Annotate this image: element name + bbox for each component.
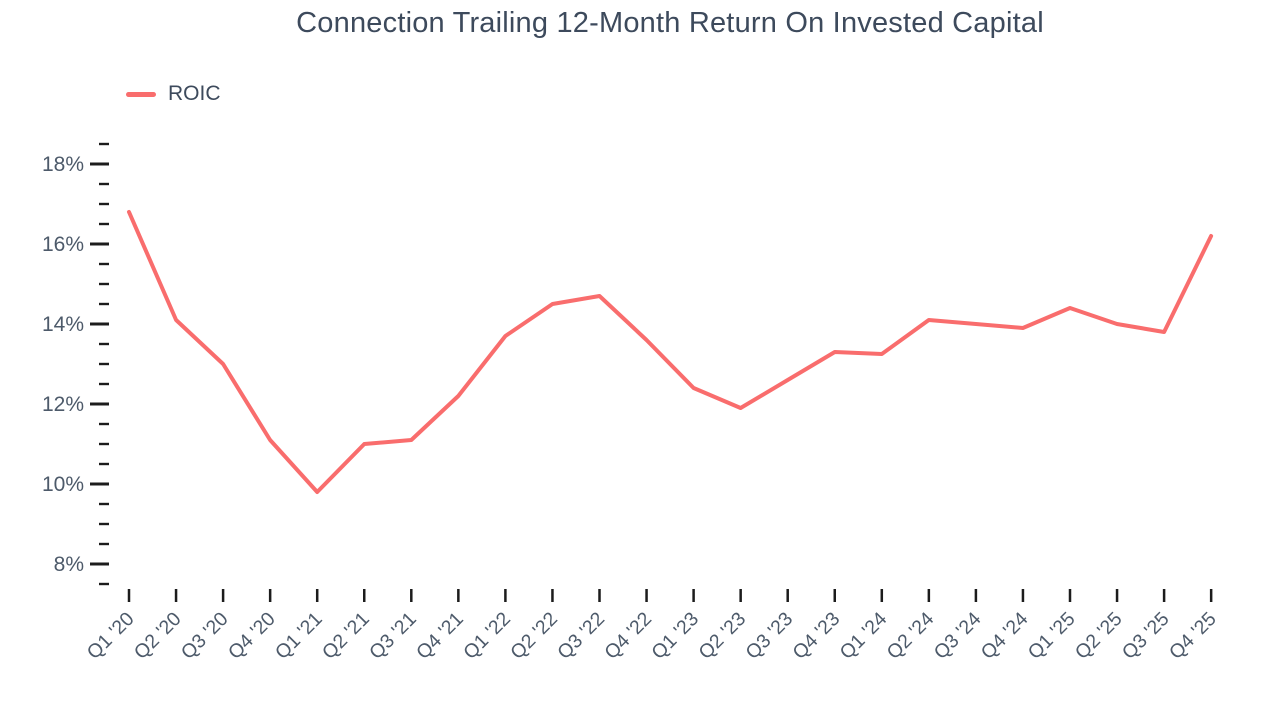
x-tick xyxy=(127,589,131,602)
x-tick-label: Q2 '25 xyxy=(1071,608,1127,664)
x-tick-label: Q3 '25 xyxy=(1118,608,1174,664)
y-major-tick xyxy=(90,242,109,246)
x-tick xyxy=(1162,589,1166,602)
y-minor-tick xyxy=(99,502,109,506)
y-minor-tick xyxy=(99,462,109,466)
y-minor-tick xyxy=(99,382,109,386)
x-tick-label: Q2 '23 xyxy=(694,608,750,664)
x-tick xyxy=(551,589,554,602)
legend-label: ROIC xyxy=(168,82,221,105)
y-minor-tick xyxy=(99,262,109,266)
x-tick-label: Q3 '23 xyxy=(741,608,797,664)
x-tick-label: Q4 '24 xyxy=(977,608,1033,664)
y-tick-label: 16% xyxy=(42,233,84,256)
y-axis: 8% 10% 12% 14% 16% 18% xyxy=(42,142,109,586)
x-tick xyxy=(457,589,460,602)
x-tick xyxy=(174,589,178,602)
y-major-tick xyxy=(90,562,109,566)
x-tick-label: Q1 '24 xyxy=(836,608,892,664)
x-tick-label: Q3 '21 xyxy=(365,608,421,664)
y-minor-tick xyxy=(99,222,109,226)
x-tick-label: Q3 '20 xyxy=(177,608,233,664)
x-tick-label: Q2 '24 xyxy=(883,608,939,664)
legend: ROIC xyxy=(126,82,221,106)
y-tick-label: 18% xyxy=(42,153,84,176)
x-tick xyxy=(315,589,319,602)
x-tick-label: Q4 '20 xyxy=(224,608,280,664)
x-tick-label: Q1 '23 xyxy=(647,608,703,664)
y-minor-tick xyxy=(99,142,109,146)
x-tick-label: Q2 '21 xyxy=(318,608,374,664)
x-tick xyxy=(363,589,366,602)
x-tick xyxy=(410,589,413,602)
y-major-tick xyxy=(90,482,109,486)
x-tick-label: Q4 '23 xyxy=(789,608,845,664)
x-tick xyxy=(1115,589,1119,602)
y-major-tick xyxy=(90,402,109,406)
y-minor-tick xyxy=(99,182,109,186)
x-tick xyxy=(833,589,836,602)
x-tick xyxy=(1209,589,1213,602)
x-tick-label: Q2 '22 xyxy=(506,608,562,664)
x-tick-label: Q3 '22 xyxy=(553,608,609,664)
roic-line-series xyxy=(127,210,1214,494)
y-minor-tick xyxy=(99,362,109,366)
x-tick-label: Q1 '25 xyxy=(1024,608,1080,664)
x-tick xyxy=(880,589,884,602)
x-tick-label: Q4 '22 xyxy=(600,608,656,664)
x-tick-label: Q2 '20 xyxy=(130,608,186,664)
x-tick xyxy=(974,589,978,602)
x-tick xyxy=(221,589,225,602)
x-tick xyxy=(598,589,601,602)
x-tick xyxy=(268,589,272,602)
y-minor-tick xyxy=(99,422,109,426)
y-tick-label: 14% xyxy=(42,313,84,336)
x-tick xyxy=(739,589,742,602)
y-tick-label: 12% xyxy=(42,393,84,416)
x-tick-label: Q3 '24 xyxy=(930,608,986,664)
y-minor-tick xyxy=(99,282,109,286)
y-major-tick xyxy=(90,322,109,326)
x-tick xyxy=(1068,589,1072,602)
y-minor-tick xyxy=(99,202,109,206)
y-major-tick xyxy=(90,162,109,166)
y-minor-tick xyxy=(99,542,109,546)
y-tick-label: 10% xyxy=(42,473,84,496)
chart-title: Connection Trailing 12-Month Return On I… xyxy=(296,7,1044,39)
x-tick xyxy=(504,589,507,602)
x-tick xyxy=(786,589,789,602)
x-tick xyxy=(1021,589,1025,602)
roic-series-swatch xyxy=(126,91,156,97)
x-tick-label: Q1 '21 xyxy=(271,608,327,664)
y-minor-tick xyxy=(99,522,109,526)
x-tick xyxy=(692,589,695,602)
x-tick-label: Q4 '25 xyxy=(1165,608,1221,664)
x-tick-label: Q4 '21 xyxy=(412,608,468,664)
y-tick-label: 8% xyxy=(54,553,84,576)
x-tick-label: Q1 '22 xyxy=(459,608,515,664)
x-tick-label: Q1 '20 xyxy=(83,608,139,664)
x-tick xyxy=(645,589,648,602)
y-minor-tick xyxy=(99,342,109,346)
x-tick xyxy=(927,589,931,602)
y-minor-tick xyxy=(99,302,109,306)
y-minor-tick xyxy=(99,582,109,586)
y-minor-tick xyxy=(99,442,109,446)
